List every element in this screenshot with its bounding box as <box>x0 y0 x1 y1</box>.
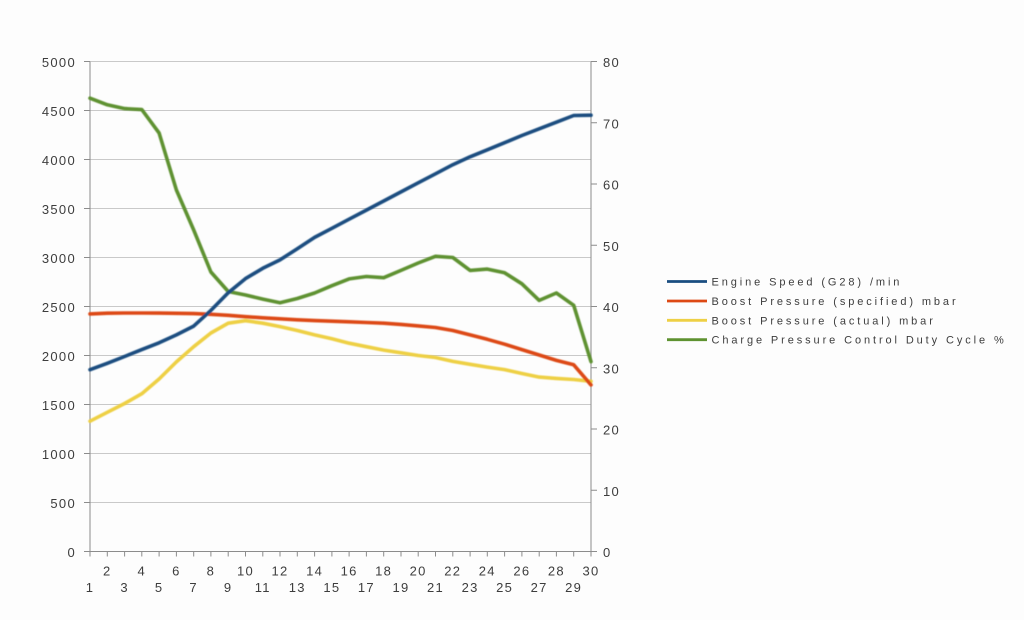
svg-text:50: 50 <box>603 239 620 254</box>
svg-text:3000: 3000 <box>42 251 76 266</box>
svg-text:15: 15 <box>323 580 340 595</box>
svg-text:Boost Pressure (specified) mb: Boost Pressure (specified) mbar <box>712 296 959 308</box>
svg-text:4000: 4000 <box>42 153 76 168</box>
svg-text:26: 26 <box>513 563 530 578</box>
svg-text:60: 60 <box>603 178 620 193</box>
svg-text:20: 20 <box>410 563 427 578</box>
svg-text:1000: 1000 <box>42 447 76 462</box>
svg-text:24: 24 <box>479 563 496 578</box>
svg-text:Charge Pressure Control Duty C: Charge Pressure Control Duty Cycle % <box>712 335 1007 347</box>
svg-text:16: 16 <box>341 563 358 578</box>
svg-text:7: 7 <box>189 580 198 595</box>
svg-text:13: 13 <box>289 580 306 595</box>
svg-text:5000: 5000 <box>42 55 76 70</box>
svg-text:500: 500 <box>50 496 76 511</box>
svg-text:2000: 2000 <box>42 349 76 364</box>
svg-text:20: 20 <box>603 423 620 438</box>
svg-text:25: 25 <box>496 580 513 595</box>
svg-text:10: 10 <box>237 563 254 578</box>
svg-text:27: 27 <box>531 580 548 595</box>
svg-text:17: 17 <box>358 580 375 595</box>
svg-text:19: 19 <box>392 580 409 595</box>
svg-text:Engine Speed (G28) /min: Engine Speed (G28) /min <box>712 277 903 289</box>
svg-text:1500: 1500 <box>42 398 76 413</box>
svg-text:1: 1 <box>86 580 95 595</box>
svg-text:9: 9 <box>224 580 233 595</box>
svg-text:5: 5 <box>155 580 164 595</box>
svg-text:0: 0 <box>603 545 612 560</box>
svg-text:Boost Pressure (actual) mbar: Boost Pressure (actual) mbar <box>712 315 936 327</box>
svg-text:2: 2 <box>103 563 112 578</box>
svg-text:22: 22 <box>444 563 461 578</box>
svg-text:3: 3 <box>120 580 129 595</box>
svg-text:80: 80 <box>603 55 620 70</box>
svg-text:11: 11 <box>255 580 271 595</box>
svg-text:4: 4 <box>138 563 147 578</box>
svg-text:28: 28 <box>548 563 565 578</box>
svg-text:30: 30 <box>603 361 620 376</box>
svg-text:21: 21 <box>427 580 444 595</box>
svg-text:12: 12 <box>271 563 288 578</box>
svg-text:40: 40 <box>603 300 620 315</box>
svg-text:2500: 2500 <box>42 300 76 315</box>
svg-text:8: 8 <box>207 563 216 578</box>
svg-text:10: 10 <box>603 484 620 499</box>
svg-text:0: 0 <box>67 545 76 560</box>
svg-text:4500: 4500 <box>42 104 76 119</box>
svg-text:3500: 3500 <box>42 202 76 217</box>
svg-text:30: 30 <box>582 563 599 578</box>
svg-text:23: 23 <box>462 580 479 595</box>
svg-text:29: 29 <box>565 580 582 595</box>
svg-text:70: 70 <box>603 116 620 131</box>
svg-text:6: 6 <box>172 563 181 578</box>
svg-text:14: 14 <box>306 563 323 578</box>
svg-text:18: 18 <box>375 563 392 578</box>
